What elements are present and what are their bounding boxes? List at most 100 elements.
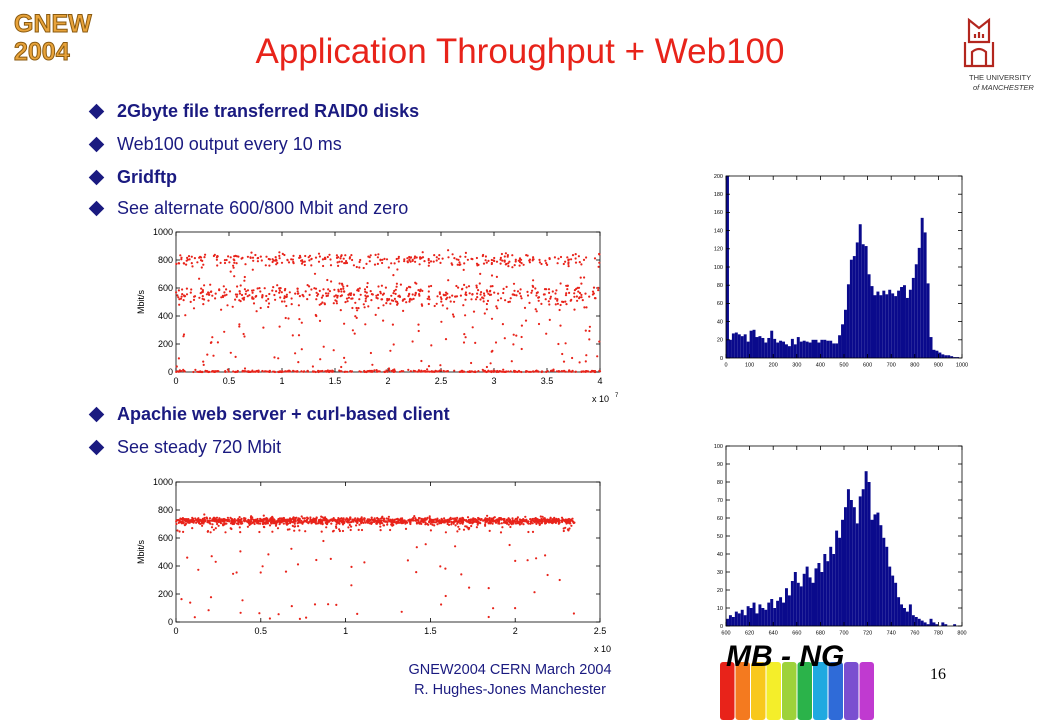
- data-point: [491, 285, 494, 288]
- data-point: [203, 516, 206, 520]
- data-point: [290, 297, 293, 300]
- mbng-stripe: [766, 662, 781, 720]
- data-point: [337, 288, 340, 291]
- data-point: [344, 518, 347, 521]
- data-point: [403, 258, 406, 261]
- data-point: [216, 264, 219, 267]
- data-point: [184, 518, 187, 521]
- data-point: [507, 370, 510, 373]
- mbng-stripe: [859, 662, 874, 720]
- data-point: [227, 370, 230, 373]
- data-point: [338, 282, 341, 285]
- data-point: [190, 255, 193, 258]
- data-point: [456, 530, 459, 533]
- data-point: [447, 279, 450, 282]
- x-tick-label: 2: [385, 376, 390, 386]
- data-point: [395, 518, 398, 521]
- data-point: [479, 298, 482, 301]
- bullet-text: 2Gbyte file transferred RAID0 disks: [117, 101, 420, 121]
- data-point: [278, 325, 281, 328]
- data-point: [485, 370, 488, 374]
- data-point: [474, 518, 477, 521]
- data-point: [557, 342, 560, 346]
- data-point: [382, 524, 385, 527]
- data-point: [281, 252, 284, 255]
- data-point: [512, 519, 515, 522]
- data-point: [494, 341, 498, 344]
- data-point: [238, 325, 241, 328]
- data-point: [545, 332, 548, 335]
- data-point: [258, 612, 261, 615]
- data-point: [428, 515, 431, 518]
- data-point: [487, 615, 490, 619]
- data-point: [336, 261, 339, 264]
- y-tick-label: 800: [158, 505, 173, 515]
- data-point: [541, 370, 544, 373]
- histogram-bar: [846, 284, 850, 358]
- data-point: [328, 290, 331, 293]
- x-tick-label: 2: [513, 626, 518, 636]
- histogram-bar: [787, 595, 791, 626]
- histogram-bar: [796, 337, 800, 358]
- data-point: [312, 370, 315, 373]
- data-point: [500, 370, 503, 373]
- data-point: [574, 253, 577, 256]
- data-point: [417, 517, 420, 520]
- histogram-bar: [764, 342, 768, 358]
- data-point: [440, 603, 443, 606]
- data-point: [490, 274, 494, 277]
- data-point: [221, 294, 224, 297]
- data-point: [298, 617, 301, 620]
- data-point: [283, 253, 286, 257]
- data-point: [389, 528, 392, 532]
- data-point: [364, 294, 367, 297]
- bullet-item: Gridftp: [88, 167, 177, 188]
- data-point: [352, 264, 355, 267]
- data-point: [207, 609, 210, 612]
- data-point: [404, 527, 408, 530]
- data-point: [343, 356, 346, 359]
- data-point: [569, 299, 572, 302]
- data-point: [376, 293, 380, 296]
- histogram-bar: [944, 355, 948, 358]
- data-point: [415, 256, 418, 259]
- data-point: [585, 256, 588, 259]
- data-point: [264, 521, 267, 524]
- x-tick-label: 800: [910, 363, 919, 369]
- data-point: [243, 296, 246, 299]
- x-tick-label: 800: [957, 631, 966, 637]
- data-point: [398, 521, 401, 524]
- data-point: [588, 338, 591, 341]
- data-point: [450, 521, 453, 524]
- data-point: [303, 260, 306, 263]
- data-point: [342, 257, 345, 260]
- data-point: [419, 288, 422, 291]
- footer: GNEW2004 CERN March 2004 R. Hughes-Jones…: [330, 660, 690, 700]
- data-point: [370, 516, 373, 519]
- data-point: [243, 275, 246, 279]
- data-point: [409, 521, 412, 524]
- data-point: [474, 298, 478, 301]
- data-point: [468, 292, 471, 295]
- histogram-bar: [755, 337, 759, 358]
- data-point: [294, 520, 297, 523]
- data-point: [359, 519, 362, 522]
- data-point: [280, 520, 283, 523]
- data-point: [482, 369, 485, 372]
- data-point: [494, 520, 497, 523]
- data-point: [582, 370, 585, 373]
- data-point: [539, 515, 542, 518]
- data-point: [421, 251, 424, 254]
- data-point: [556, 302, 559, 305]
- data-point: [429, 260, 433, 263]
- data-point: [297, 304, 300, 307]
- data-point: [225, 293, 228, 296]
- data-point: [459, 522, 462, 525]
- data-point: [335, 603, 338, 606]
- data-point: [379, 292, 382, 295]
- data-point: [512, 333, 515, 336]
- x-tick-label: 1: [343, 626, 348, 636]
- data-point: [182, 299, 185, 302]
- data-point: [459, 255, 462, 258]
- data-point: [341, 518, 344, 521]
